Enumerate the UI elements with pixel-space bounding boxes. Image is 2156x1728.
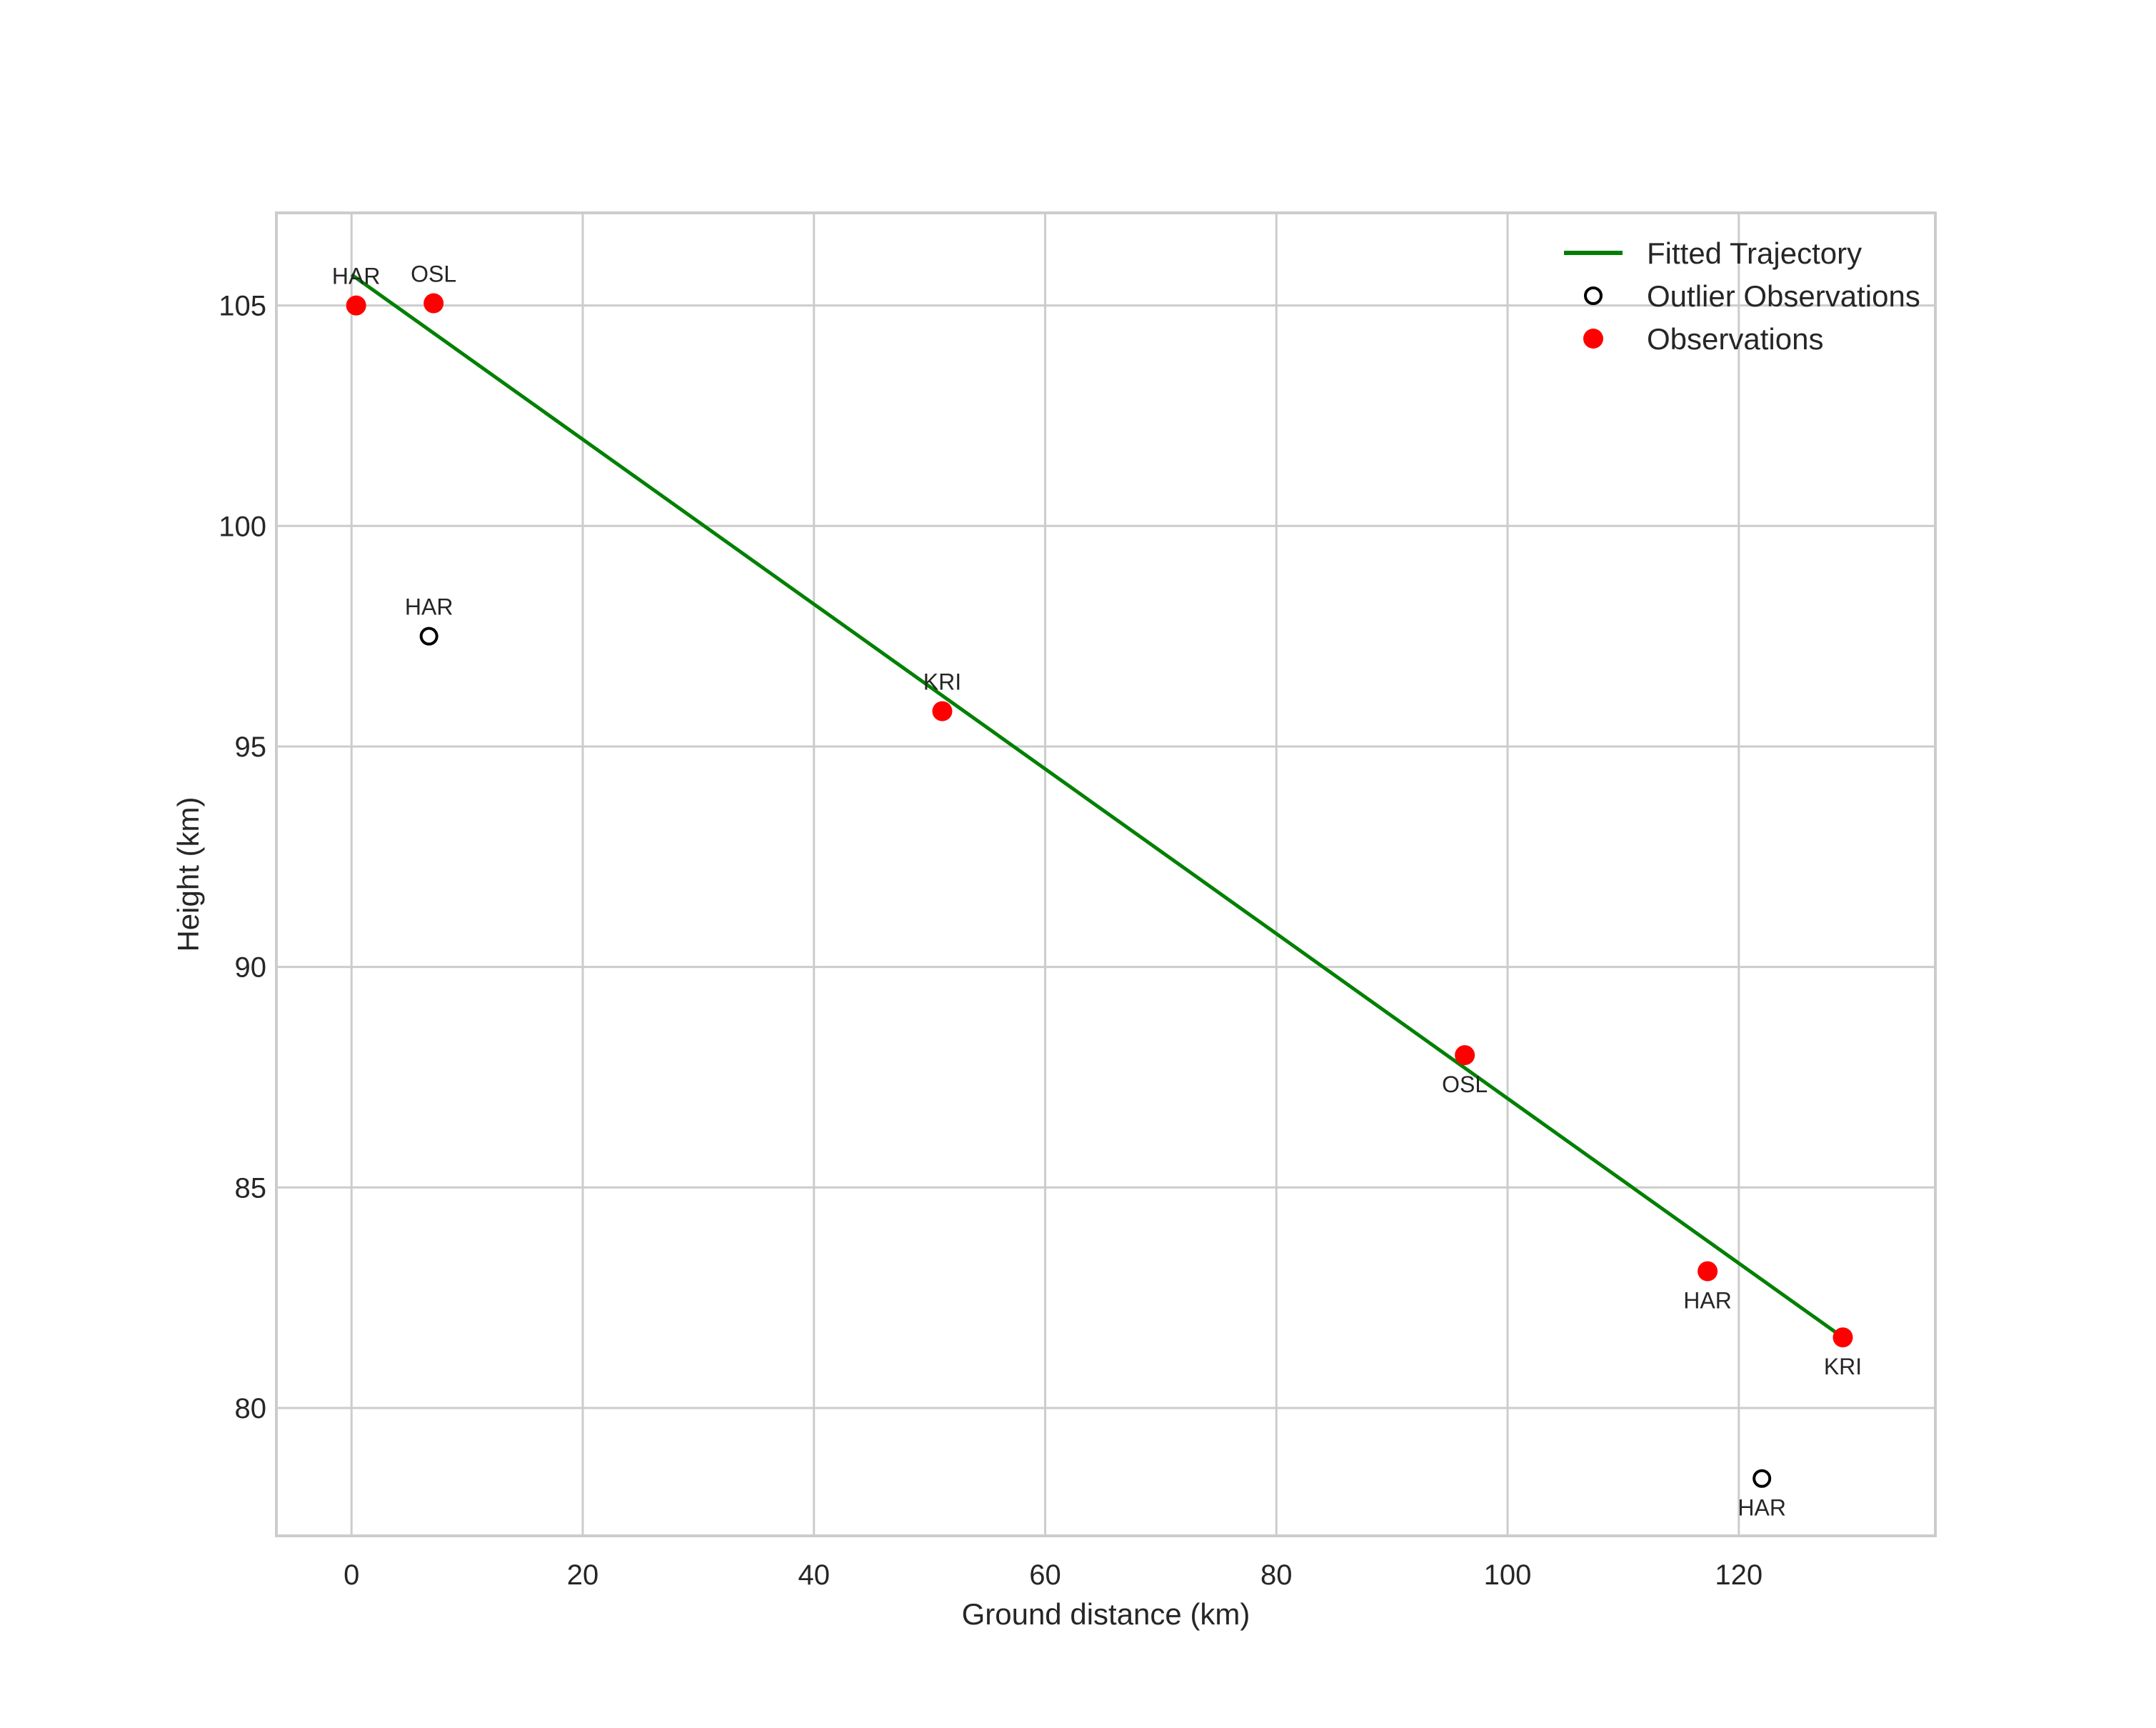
station-label: OSL: [411, 261, 456, 287]
station-label: HAR: [405, 594, 453, 620]
fitted-trajectory-line: [350, 273, 1844, 1339]
y-tick-label: 80: [235, 1393, 267, 1424]
filled-circle-icon: [1583, 329, 1603, 349]
legend-item: Outlier Observations: [1584, 279, 1920, 313]
open-circle-icon: [1584, 286, 1603, 305]
observation-marker: [932, 701, 953, 721]
legend-label: Outlier Observations: [1647, 279, 1920, 313]
x-axis-label: Ground distance (km): [962, 1597, 1250, 1631]
y-tick-label: 85: [235, 1172, 267, 1204]
y-axis-label: Height (km): [171, 796, 205, 952]
y-tick-label: 100: [219, 511, 266, 542]
observation-marker: [1832, 1327, 1853, 1348]
x-tick-label: 100: [1484, 1559, 1532, 1591]
observation-marker: [423, 293, 444, 314]
x-tick-label: 60: [1029, 1559, 1061, 1591]
x-axis-ticks: 0 20 40 60 80 100 120: [344, 1559, 1763, 1591]
station-label: HAR: [1738, 1495, 1786, 1521]
plot-frame: [275, 211, 1937, 1537]
station-label: KRI: [1824, 1354, 1862, 1379]
x-tick-label: 40: [798, 1559, 830, 1591]
legend-item: Observations: [1583, 322, 1823, 356]
legend-item: Fitted Trajectory: [1564, 236, 1862, 270]
grid-lines: [276, 213, 1935, 1536]
station-label: KRI: [923, 669, 961, 695]
x-tick-label: 20: [567, 1559, 599, 1591]
observation-marker: [1455, 1045, 1475, 1066]
observation-marker: [1698, 1261, 1718, 1282]
legend: Fitted Trajectory Outlier Observations Obs…: [1564, 236, 1920, 356]
station-label: HAR: [1683, 1288, 1732, 1314]
outlier-marker: [419, 626, 438, 646]
y-tick-label: 95: [235, 731, 267, 763]
observation-marker: [346, 295, 366, 316]
x-tick-label: 80: [1260, 1559, 1293, 1591]
y-axis-ticks: 80 85 90 95 100 105: [219, 291, 266, 1424]
station-label: OSL: [1442, 1072, 1488, 1097]
y-tick-label: 90: [235, 952, 267, 984]
y-tick-label: 105: [219, 291, 266, 322]
legend-label: Fitted Trajectory: [1647, 236, 1862, 270]
legend-label: Observations: [1647, 322, 1823, 356]
station-label: HAR: [332, 264, 381, 289]
outlier-marker: [1753, 1469, 1772, 1488]
data-series: HAR HAR HAR OSL KRI OSL HAR KRI: [332, 261, 1862, 1521]
x-tick-label: 120: [1715, 1559, 1763, 1591]
x-tick-label: 0: [344, 1559, 359, 1591]
